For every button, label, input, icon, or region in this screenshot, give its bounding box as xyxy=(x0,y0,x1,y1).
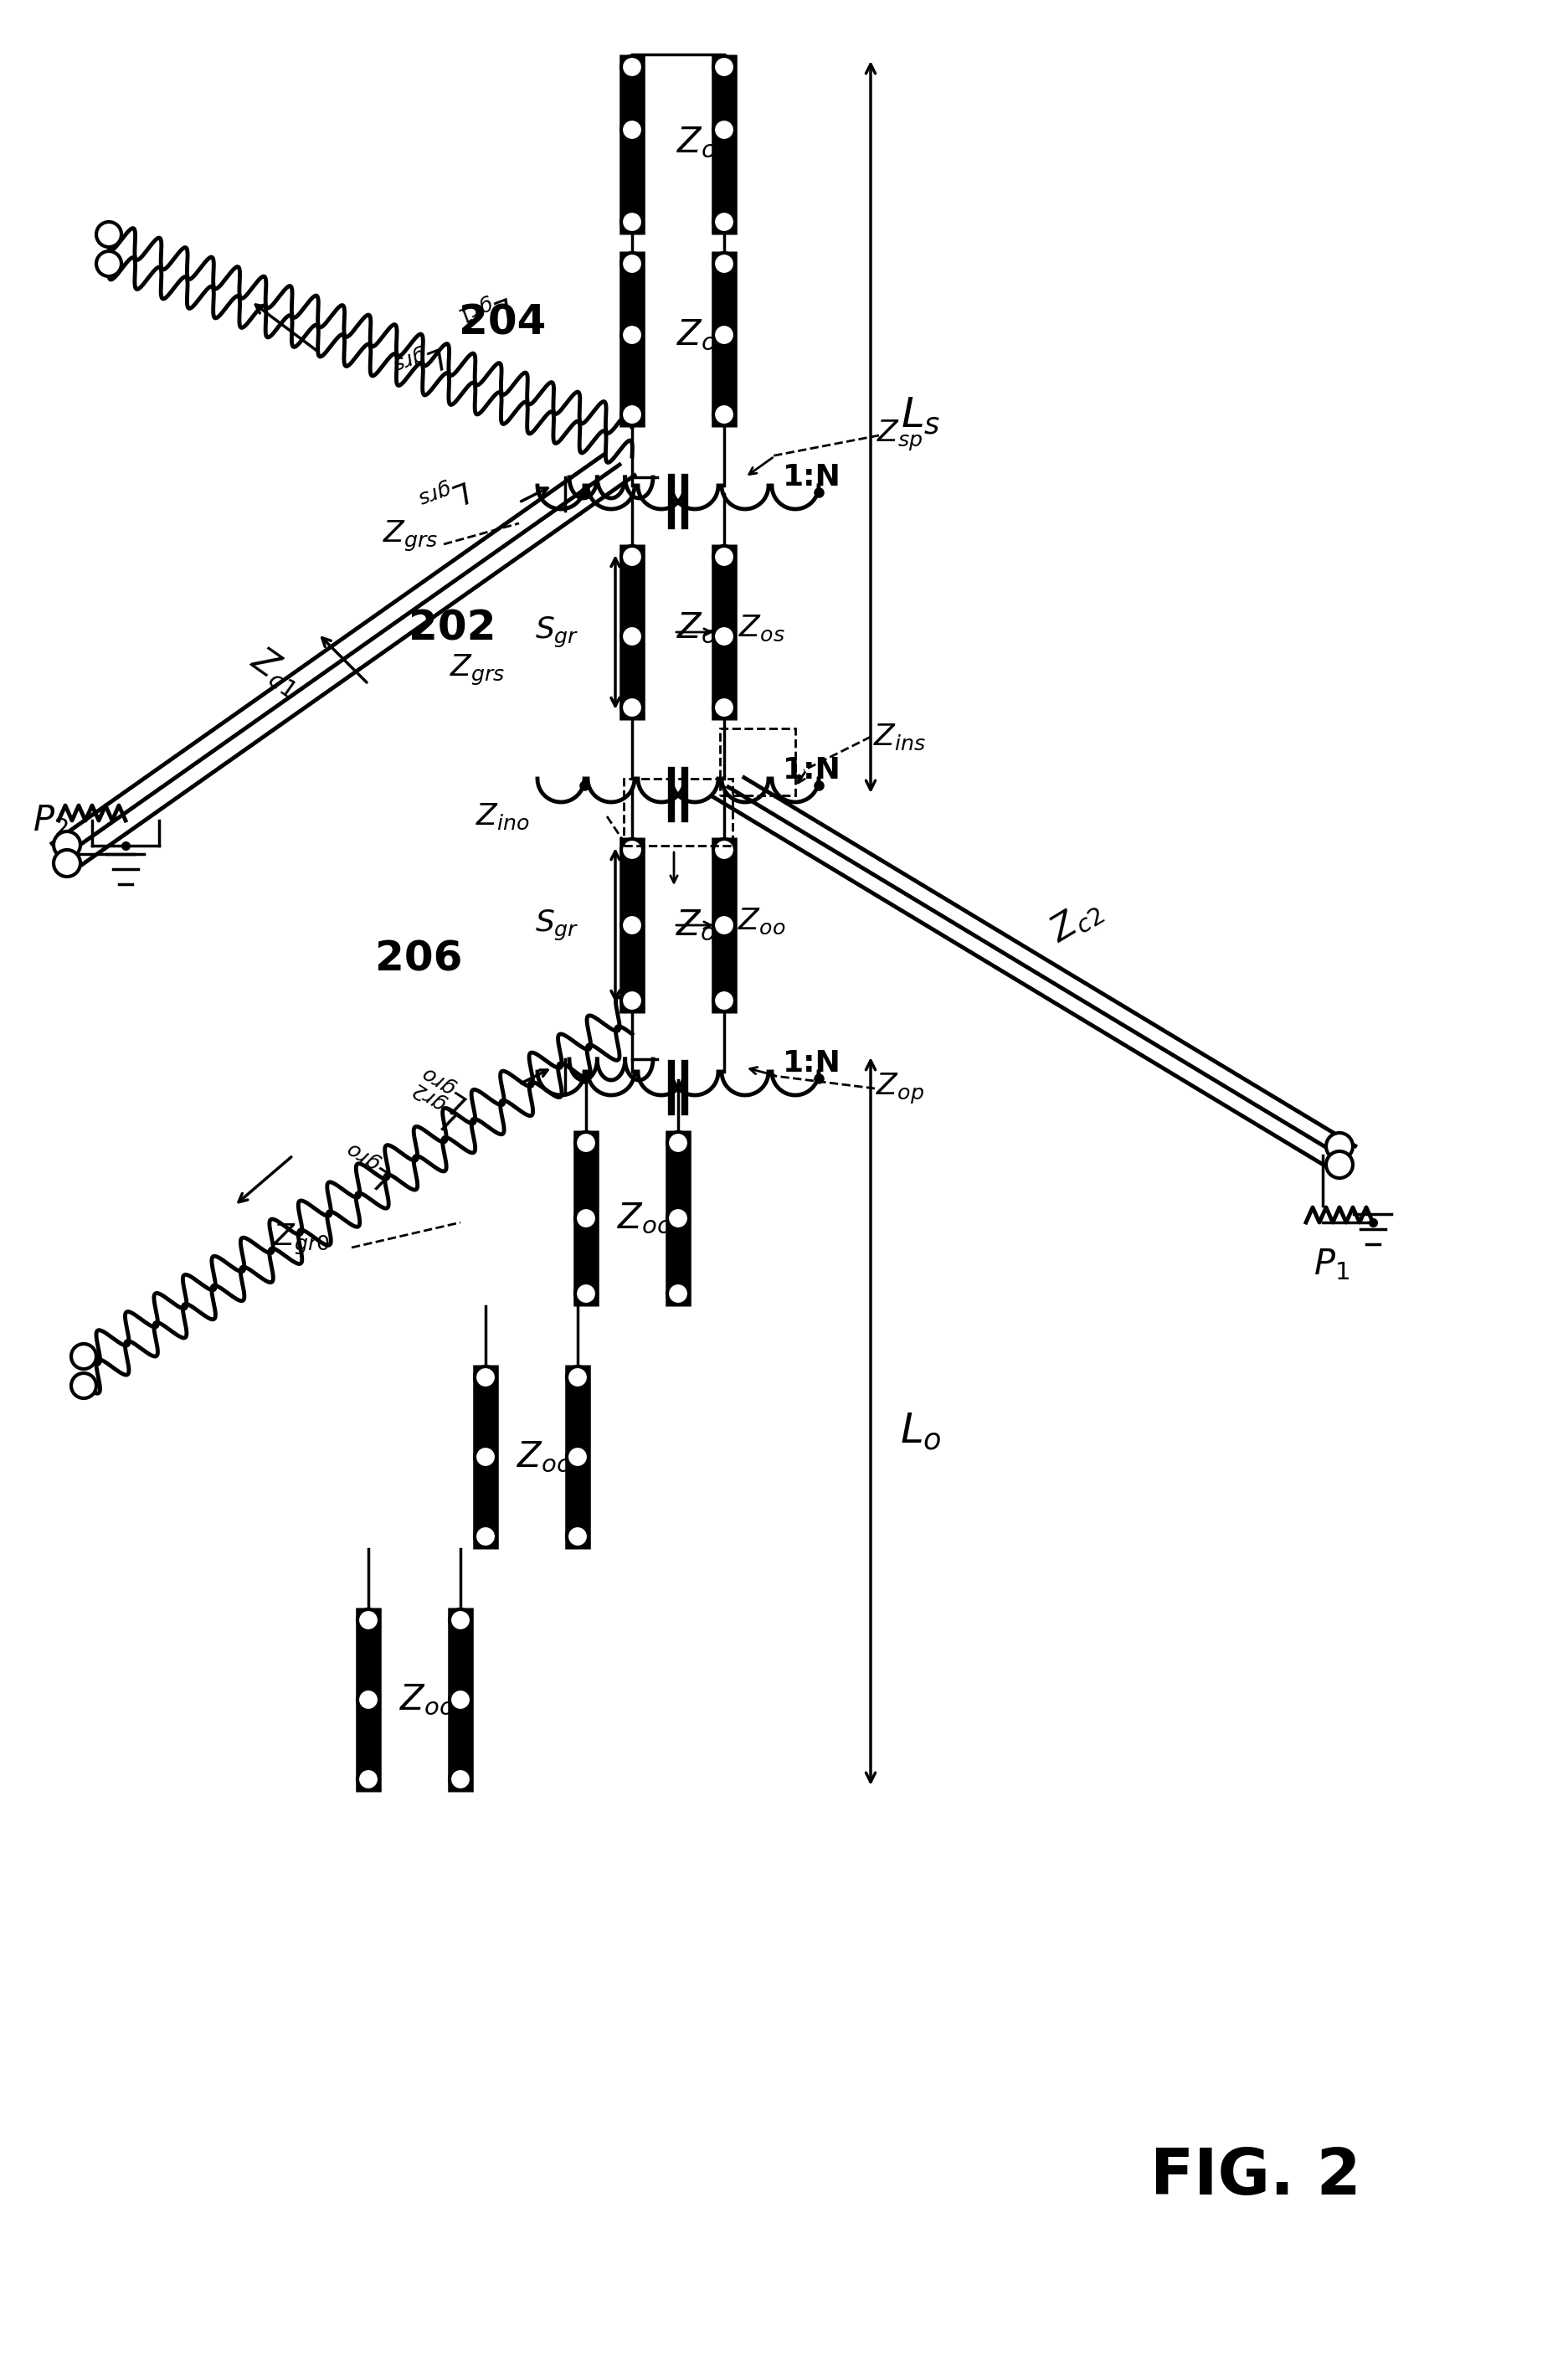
Text: $Z_{oo}$: $Z_{oo}$ xyxy=(676,907,731,942)
Circle shape xyxy=(713,838,735,862)
Text: $L_{gro}$: $L_{gro}$ xyxy=(337,1136,400,1193)
Text: $L_{grs}$: $L_{grs}$ xyxy=(414,469,474,518)
Circle shape xyxy=(621,324,643,346)
Circle shape xyxy=(713,211,735,232)
Circle shape xyxy=(713,324,735,346)
Text: $Z_{grs}$: $Z_{grs}$ xyxy=(383,518,437,554)
Circle shape xyxy=(713,253,735,275)
Circle shape xyxy=(621,696,643,720)
Circle shape xyxy=(713,696,735,720)
Circle shape xyxy=(713,547,735,568)
Circle shape xyxy=(621,402,643,426)
Text: $L_{gr2}$: $L_{gr2}$ xyxy=(405,1077,466,1134)
Circle shape xyxy=(621,118,643,140)
Circle shape xyxy=(713,914,735,935)
Circle shape xyxy=(666,1207,688,1228)
Bar xyxy=(720,729,795,795)
Circle shape xyxy=(450,1688,470,1711)
Text: $L_o$: $L_o$ xyxy=(900,1411,941,1451)
Text: $L_s$: $L_s$ xyxy=(900,395,941,436)
Text: $Z_{grs}$: $Z_{grs}$ xyxy=(448,653,505,686)
Circle shape xyxy=(713,118,735,140)
Circle shape xyxy=(358,1768,379,1789)
Circle shape xyxy=(713,57,735,78)
Text: $Z_{os}$: $Z_{os}$ xyxy=(739,613,784,644)
Circle shape xyxy=(71,1344,96,1368)
Text: $Z_{c2}$: $Z_{c2}$ xyxy=(1043,892,1107,949)
Circle shape xyxy=(621,547,643,568)
Circle shape xyxy=(96,251,121,277)
Text: 1:N: 1:N xyxy=(782,1049,840,1077)
Bar xyxy=(624,779,732,845)
Circle shape xyxy=(621,253,643,275)
Text: $Z_{gr0}$: $Z_{gr0}$ xyxy=(273,1221,329,1257)
Text: $Z_{oo}$: $Z_{oo}$ xyxy=(616,1200,671,1236)
Text: $Z_{oo}$: $Z_{oo}$ xyxy=(400,1683,455,1718)
Circle shape xyxy=(358,1688,379,1711)
Circle shape xyxy=(621,625,643,646)
Text: $S_{gr}$: $S_{gr}$ xyxy=(535,909,579,942)
Text: $Z_{oo}$: $Z_{oo}$ xyxy=(516,1439,571,1475)
Circle shape xyxy=(713,402,735,426)
Circle shape xyxy=(450,1610,470,1631)
Circle shape xyxy=(96,222,121,246)
Text: $Z_{oo}$: $Z_{oo}$ xyxy=(737,907,786,935)
Circle shape xyxy=(621,989,643,1011)
Circle shape xyxy=(1325,1134,1352,1160)
Text: $P_2$: $P_2$ xyxy=(33,802,67,838)
Text: 202: 202 xyxy=(408,608,495,649)
Circle shape xyxy=(358,1610,379,1631)
Circle shape xyxy=(666,1283,688,1304)
Circle shape xyxy=(566,1446,588,1468)
Circle shape xyxy=(475,1446,495,1468)
Circle shape xyxy=(71,1373,96,1399)
Text: $Z_{op}$: $Z_{op}$ xyxy=(875,1072,924,1105)
Text: $Z_{sp}$: $Z_{sp}$ xyxy=(877,419,922,452)
Circle shape xyxy=(621,914,643,935)
Text: $Z_{os}$: $Z_{os}$ xyxy=(676,125,729,161)
Circle shape xyxy=(575,1283,596,1304)
Text: 204: 204 xyxy=(458,303,546,343)
Text: $Z_{ino}$: $Z_{ino}$ xyxy=(475,802,528,831)
Circle shape xyxy=(713,989,735,1011)
Circle shape xyxy=(53,831,80,859)
Text: $Z_{os}$: $Z_{os}$ xyxy=(676,611,729,646)
Circle shape xyxy=(575,1207,596,1228)
Text: $Z_{os}$: $Z_{os}$ xyxy=(676,317,729,353)
Circle shape xyxy=(475,1524,495,1548)
Circle shape xyxy=(666,1131,688,1153)
Text: $L_{grs}$: $L_{grs}$ xyxy=(389,336,448,386)
Circle shape xyxy=(575,1131,596,1153)
Circle shape xyxy=(53,850,80,876)
Circle shape xyxy=(621,57,643,78)
Text: $L_{gro}$: $L_{gro}$ xyxy=(412,1060,475,1117)
Text: $Z_{c1}$: $Z_{c1}$ xyxy=(245,641,307,701)
Circle shape xyxy=(566,1524,588,1548)
Circle shape xyxy=(713,625,735,646)
Text: 1:N: 1:N xyxy=(782,755,840,783)
Circle shape xyxy=(475,1366,495,1387)
Circle shape xyxy=(1325,1150,1352,1179)
Circle shape xyxy=(566,1366,588,1387)
Circle shape xyxy=(621,838,643,862)
Circle shape xyxy=(621,211,643,232)
Text: $S_{gr}$: $S_{gr}$ xyxy=(535,615,579,649)
Text: 206: 206 xyxy=(375,940,463,980)
Text: $P_1$: $P_1$ xyxy=(1312,1247,1348,1283)
Text: $Z_{ins}$: $Z_{ins}$ xyxy=(873,722,927,753)
Text: $L_{gr1}$: $L_{gr1}$ xyxy=(455,284,516,336)
Text: FIG. 2: FIG. 2 xyxy=(1149,2147,1361,2208)
Text: 1:N: 1:N xyxy=(782,464,840,492)
Circle shape xyxy=(450,1768,470,1789)
